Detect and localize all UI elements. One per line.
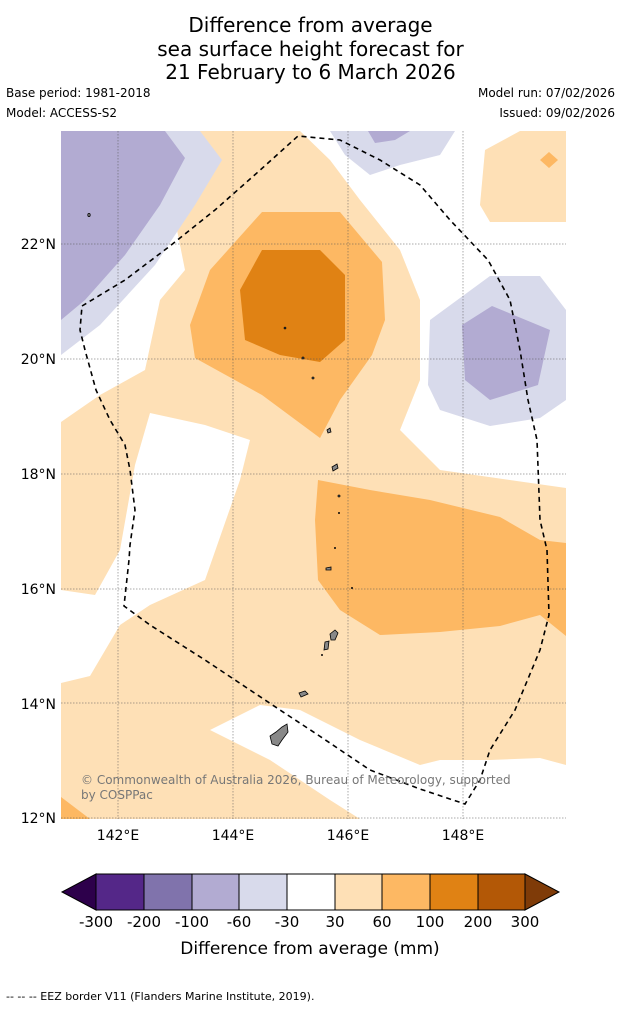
anomaly-contours: © Commonwealth of Australia 2026, Bureau… [61, 131, 566, 819]
contour-positive-60-100-ne-spot [540, 152, 558, 168]
colorbar-cell [429, 873, 479, 911]
colorbar-cell [238, 873, 288, 911]
colorbar-tick: 60 [372, 913, 391, 931]
colorbar-label: Difference from average (mm) [180, 939, 439, 959]
island-landmasses [87, 212, 353, 747]
colorbar-cell [286, 873, 336, 911]
colorbar-tick: -200 [127, 913, 161, 931]
colorbar-tick: 300 [511, 913, 540, 931]
colorbar-cell [191, 873, 240, 911]
contour-negative-60-100-west [61, 131, 185, 320]
colorbar-tick: -30 [275, 913, 300, 931]
lat-label: 18°N [21, 467, 56, 483]
model-run-date: Model run: 07/02/2026 [477, 86, 615, 100]
colorbar-cell [334, 873, 383, 911]
contour-positive-30-60 [61, 131, 566, 819]
issued-date: Issued: 09/02/2026 [499, 106, 615, 120]
colorbar-cell [477, 873, 526, 911]
lat-label: 16°N [21, 582, 56, 598]
lat-label: 14°N [21, 697, 56, 713]
title-line-3: 21 February to 6 March 2026 [165, 60, 456, 84]
colorbar-tick: 30 [325, 913, 344, 931]
contour-positive-ne [480, 131, 566, 222]
contour-positive-60-100-sw [61, 797, 90, 819]
title-line-2: sea surface height forecast for [157, 36, 464, 61]
contour-positive-60-100-east [315, 480, 566, 636]
colorbar-tick: -100 [175, 913, 209, 931]
colorbar [60, 873, 561, 911]
lon-label: 142°E [97, 828, 140, 844]
latitude-labels: 22°N 20°N 18°N 16°N 14°N 12°N [21, 237, 56, 827]
colorbar-tick: 200 [464, 913, 493, 931]
colorbar-tick: 100 [416, 913, 445, 931]
lon-label: 146°E [327, 828, 370, 844]
longitude-labels: 142°E 144°E 146°E 148°E [97, 828, 485, 844]
colorbar-tick: -60 [227, 913, 252, 931]
lat-label: 12°N [21, 811, 56, 827]
lat-label: 22°N [21, 237, 56, 253]
lon-label: 148°E [442, 828, 485, 844]
colorbar-min-arrow [60, 873, 97, 911]
title-line-1: Difference from average [188, 13, 433, 37]
colorbar-cell [143, 873, 193, 911]
copyright-line-1: © Commonwealth of Australia 2026, Bureau… [81, 773, 511, 787]
colorbar-tick: -300 [79, 913, 113, 931]
colorbar-cell [381, 873, 431, 911]
colorbar-max-arrow [524, 873, 561, 911]
model-name: Model: ACCESS-S2 [6, 106, 118, 120]
map-gridlines [61, 131, 566, 819]
eez-legend-note: -- -- -- EEZ border V11 (Flanders Marine… [6, 990, 315, 1003]
base-period: Base period: 1981-2018 [6, 86, 151, 100]
lon-label: 144°E [212, 828, 255, 844]
colorbar-cell [95, 873, 145, 911]
copyright-line-2: by COSPPac [81, 788, 153, 802]
lat-label: 20°N [21, 352, 56, 368]
contour-positive-100-200 [240, 250, 345, 362]
colorbar-ticks: -300 -200 -100 -60 -30 30 60 100 200 300 [79, 913, 539, 931]
contour-negative-60-100-east [462, 306, 550, 400]
contour-negative-30-60-north [330, 131, 455, 175]
map-title: Difference from average sea surface heig… [0, 13, 621, 85]
contour-negative-60-100-north [368, 131, 410, 143]
